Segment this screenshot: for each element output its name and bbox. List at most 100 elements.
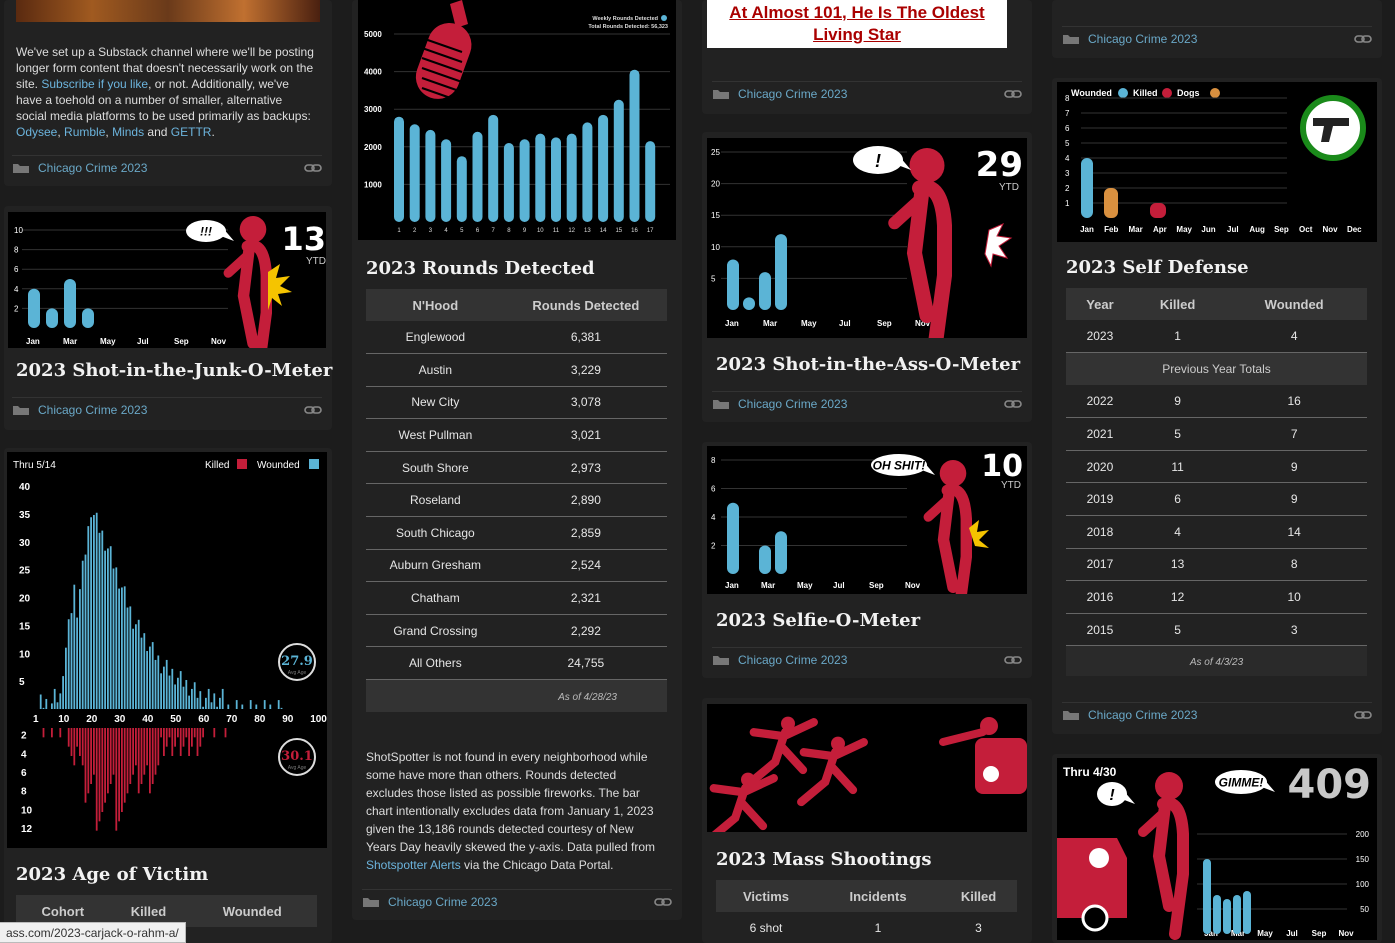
bar <box>174 684 176 709</box>
mass-title[interactable]: 2023 Mass Shootings <box>716 849 932 870</box>
permalink-icon[interactable] <box>1354 33 1372 47</box>
junk-meter-image[interactable]: 10 8 6 4 2 Jan Mar May Jul Sep Nov!!! 13 YTD <box>8 212 326 348</box>
rounds-title[interactable]: 2023 Rounds Detected <box>366 258 595 279</box>
category-link[interactable]: Chicago Crime 2023 <box>738 86 848 101</box>
x-tick-label: Apr <box>1153 225 1167 234</box>
bar <box>263 700 266 709</box>
permalink-icon[interactable] <box>304 404 322 418</box>
x-tick-label: May <box>797 581 813 590</box>
subscribe-link[interactable]: Subscribe if you like <box>41 77 149 91</box>
permalink-icon[interactable] <box>1004 398 1022 412</box>
y-tick-label: 20 <box>711 180 720 189</box>
category-link[interactable]: Chicago Crime 2023 <box>1088 31 1198 46</box>
bar <box>157 728 160 766</box>
odysee-link[interactable]: Odysee <box>16 125 58 139</box>
col-header: Incidents <box>816 880 941 912</box>
bar <box>51 703 53 709</box>
ass-title[interactable]: 2023 Shot-in-the-Ass-O-Meter <box>716 354 1021 375</box>
bar <box>137 619 140 709</box>
y-tick-label: 2 <box>1065 184 1070 193</box>
category-link[interactable]: Chicago Crime 2023 <box>738 652 848 667</box>
y-tick-label: 8 <box>711 456 716 465</box>
y-tick-label: 4 <box>711 513 716 522</box>
post-meta: Chicago Crime 2023 <box>1062 26 1372 50</box>
y-tick-label: 6 <box>711 485 716 494</box>
permalink-icon[interactable] <box>1354 709 1372 723</box>
carjack-image[interactable]: Thru 4/3040920015010050JanMarMayJulSepNo… <box>1057 758 1377 940</box>
status-bar-url: ass.com/2023-carjack-o-rahm-a/ <box>0 922 186 943</box>
bar <box>163 728 165 756</box>
category-link[interactable]: Chicago Crime 2023 <box>1088 707 1198 722</box>
y-tick-label: 25 <box>19 566 31 577</box>
car-icon <box>1057 838 1127 932</box>
mass-shootings-image[interactable] <box>707 704 1027 832</box>
burst-icon <box>268 264 292 310</box>
x-tick-label: 5 <box>460 228 464 234</box>
col-header: Killed <box>109 895 188 927</box>
x-tick-label: 9 <box>523 228 527 234</box>
permalink-icon[interactable] <box>1004 88 1022 102</box>
rounds-chart-image[interactable]: 5000 4000 3000 2000 1000 1 2 3 4 5 6 7 8 9 10 11 12 13 14 1… <box>358 0 676 240</box>
y-tick-label: 35 <box>19 510 31 521</box>
self-defense-image[interactable]: Wounded Killed Dogs 8 7 6 5 4 3 2 1 Jan Feb Mar Apr May… <box>1057 82 1377 242</box>
x-tick-label: Mar <box>763 319 777 328</box>
shotspotter-link[interactable]: Shotspotter Alerts <box>366 858 461 872</box>
gettr-link[interactable]: GETTR <box>170 125 212 139</box>
age-chart-image[interactable]: Thru 5/14 Killed Wounded 40 35 30 25 20 15 10 5 2 4 6… <box>7 452 327 848</box>
bar <box>582 122 593 222</box>
bar <box>79 728 81 756</box>
bar <box>179 671 182 709</box>
microphone-icon <box>415 0 472 103</box>
ass-meter-image[interactable]: 25 20 15 10 5 Jan Mar May Jul Sep Nov! 29 YTD <box>707 138 1027 338</box>
bar <box>759 545 771 574</box>
self-defense-title[interactable]: 2023 Self Defense <box>1066 257 1249 278</box>
table-row: New City 3,078 <box>366 386 667 420</box>
bar <box>132 628 134 709</box>
bar <box>151 642 154 709</box>
x-tick-label: May <box>1176 225 1192 234</box>
bar <box>519 139 530 222</box>
headline-card: At Almost 101, He Is The Oldest Living S… <box>702 0 1032 114</box>
y-tick-label: 2 <box>21 731 27 742</box>
age-title[interactable]: 2023 Age of Victim <box>16 864 209 885</box>
y-tick-label: 150 <box>1356 855 1370 864</box>
x-tick-label: Jul <box>137 337 149 346</box>
age-chart: Thru 5/14 Killed Wounded 40 35 30 25 20 15 10 5 2 4 6… <box>13 459 327 835</box>
bar <box>168 675 171 709</box>
x-tick-label: 13 <box>584 228 591 234</box>
permalink-icon[interactable] <box>654 896 672 910</box>
selfie-title[interactable]: 2023 Selfie-O-Meter <box>716 610 921 631</box>
y-tick-label: 12 <box>21 824 33 835</box>
bar <box>82 308 94 328</box>
category-link[interactable]: Chicago Crime 2023 <box>388 894 498 909</box>
bubble-text: !!! <box>200 225 212 239</box>
x-tick-label: Jul <box>1227 225 1239 234</box>
category-link[interactable]: Chicago Crime 2023 <box>38 160 148 175</box>
category-link[interactable]: Chicago Crime 2023 <box>38 402 148 417</box>
bar <box>118 728 120 822</box>
junk-title[interactable]: 2023 Shot-in-the-Junk-O-Meter <box>16 360 333 381</box>
speech-bubble: ! <box>853 146 911 174</box>
burst-icon <box>969 520 989 548</box>
bar <box>551 137 561 222</box>
rumble-link[interactable]: Rumble <box>64 125 106 139</box>
age-card: Thru 5/14 Killed Wounded 40 35 30 25 20 15 10 5 2 4 6… <box>4 448 332 943</box>
selfie-meter-image[interactable]: 8 6 4 2 Jan Mar May Jul Sep Nov OH SHIT! 10 YTD <box>707 446 1027 594</box>
bar <box>101 728 104 812</box>
folder-icon <box>12 162 30 174</box>
headline-link[interactable]: At Almost 101, He Is The Oldest Living S… <box>729 3 985 44</box>
bar <box>70 613 73 709</box>
post-meta: Chicago Crime 2023 <box>12 397 322 421</box>
permalink-icon[interactable] <box>304 162 322 176</box>
y-tick-label: 30 <box>19 538 31 549</box>
category-link[interactable]: Chicago Crime 2023 <box>738 396 848 411</box>
y-tick-label: 10 <box>19 649 31 660</box>
bar <box>1081 158 1093 218</box>
minds-link[interactable]: Minds <box>112 125 145 139</box>
permalink-icon[interactable] <box>1004 654 1022 668</box>
y-tick-label: 1000 <box>364 180 382 189</box>
x-tick-label: Nov <box>1322 225 1338 234</box>
bar <box>202 706 204 709</box>
bar <box>87 728 90 794</box>
